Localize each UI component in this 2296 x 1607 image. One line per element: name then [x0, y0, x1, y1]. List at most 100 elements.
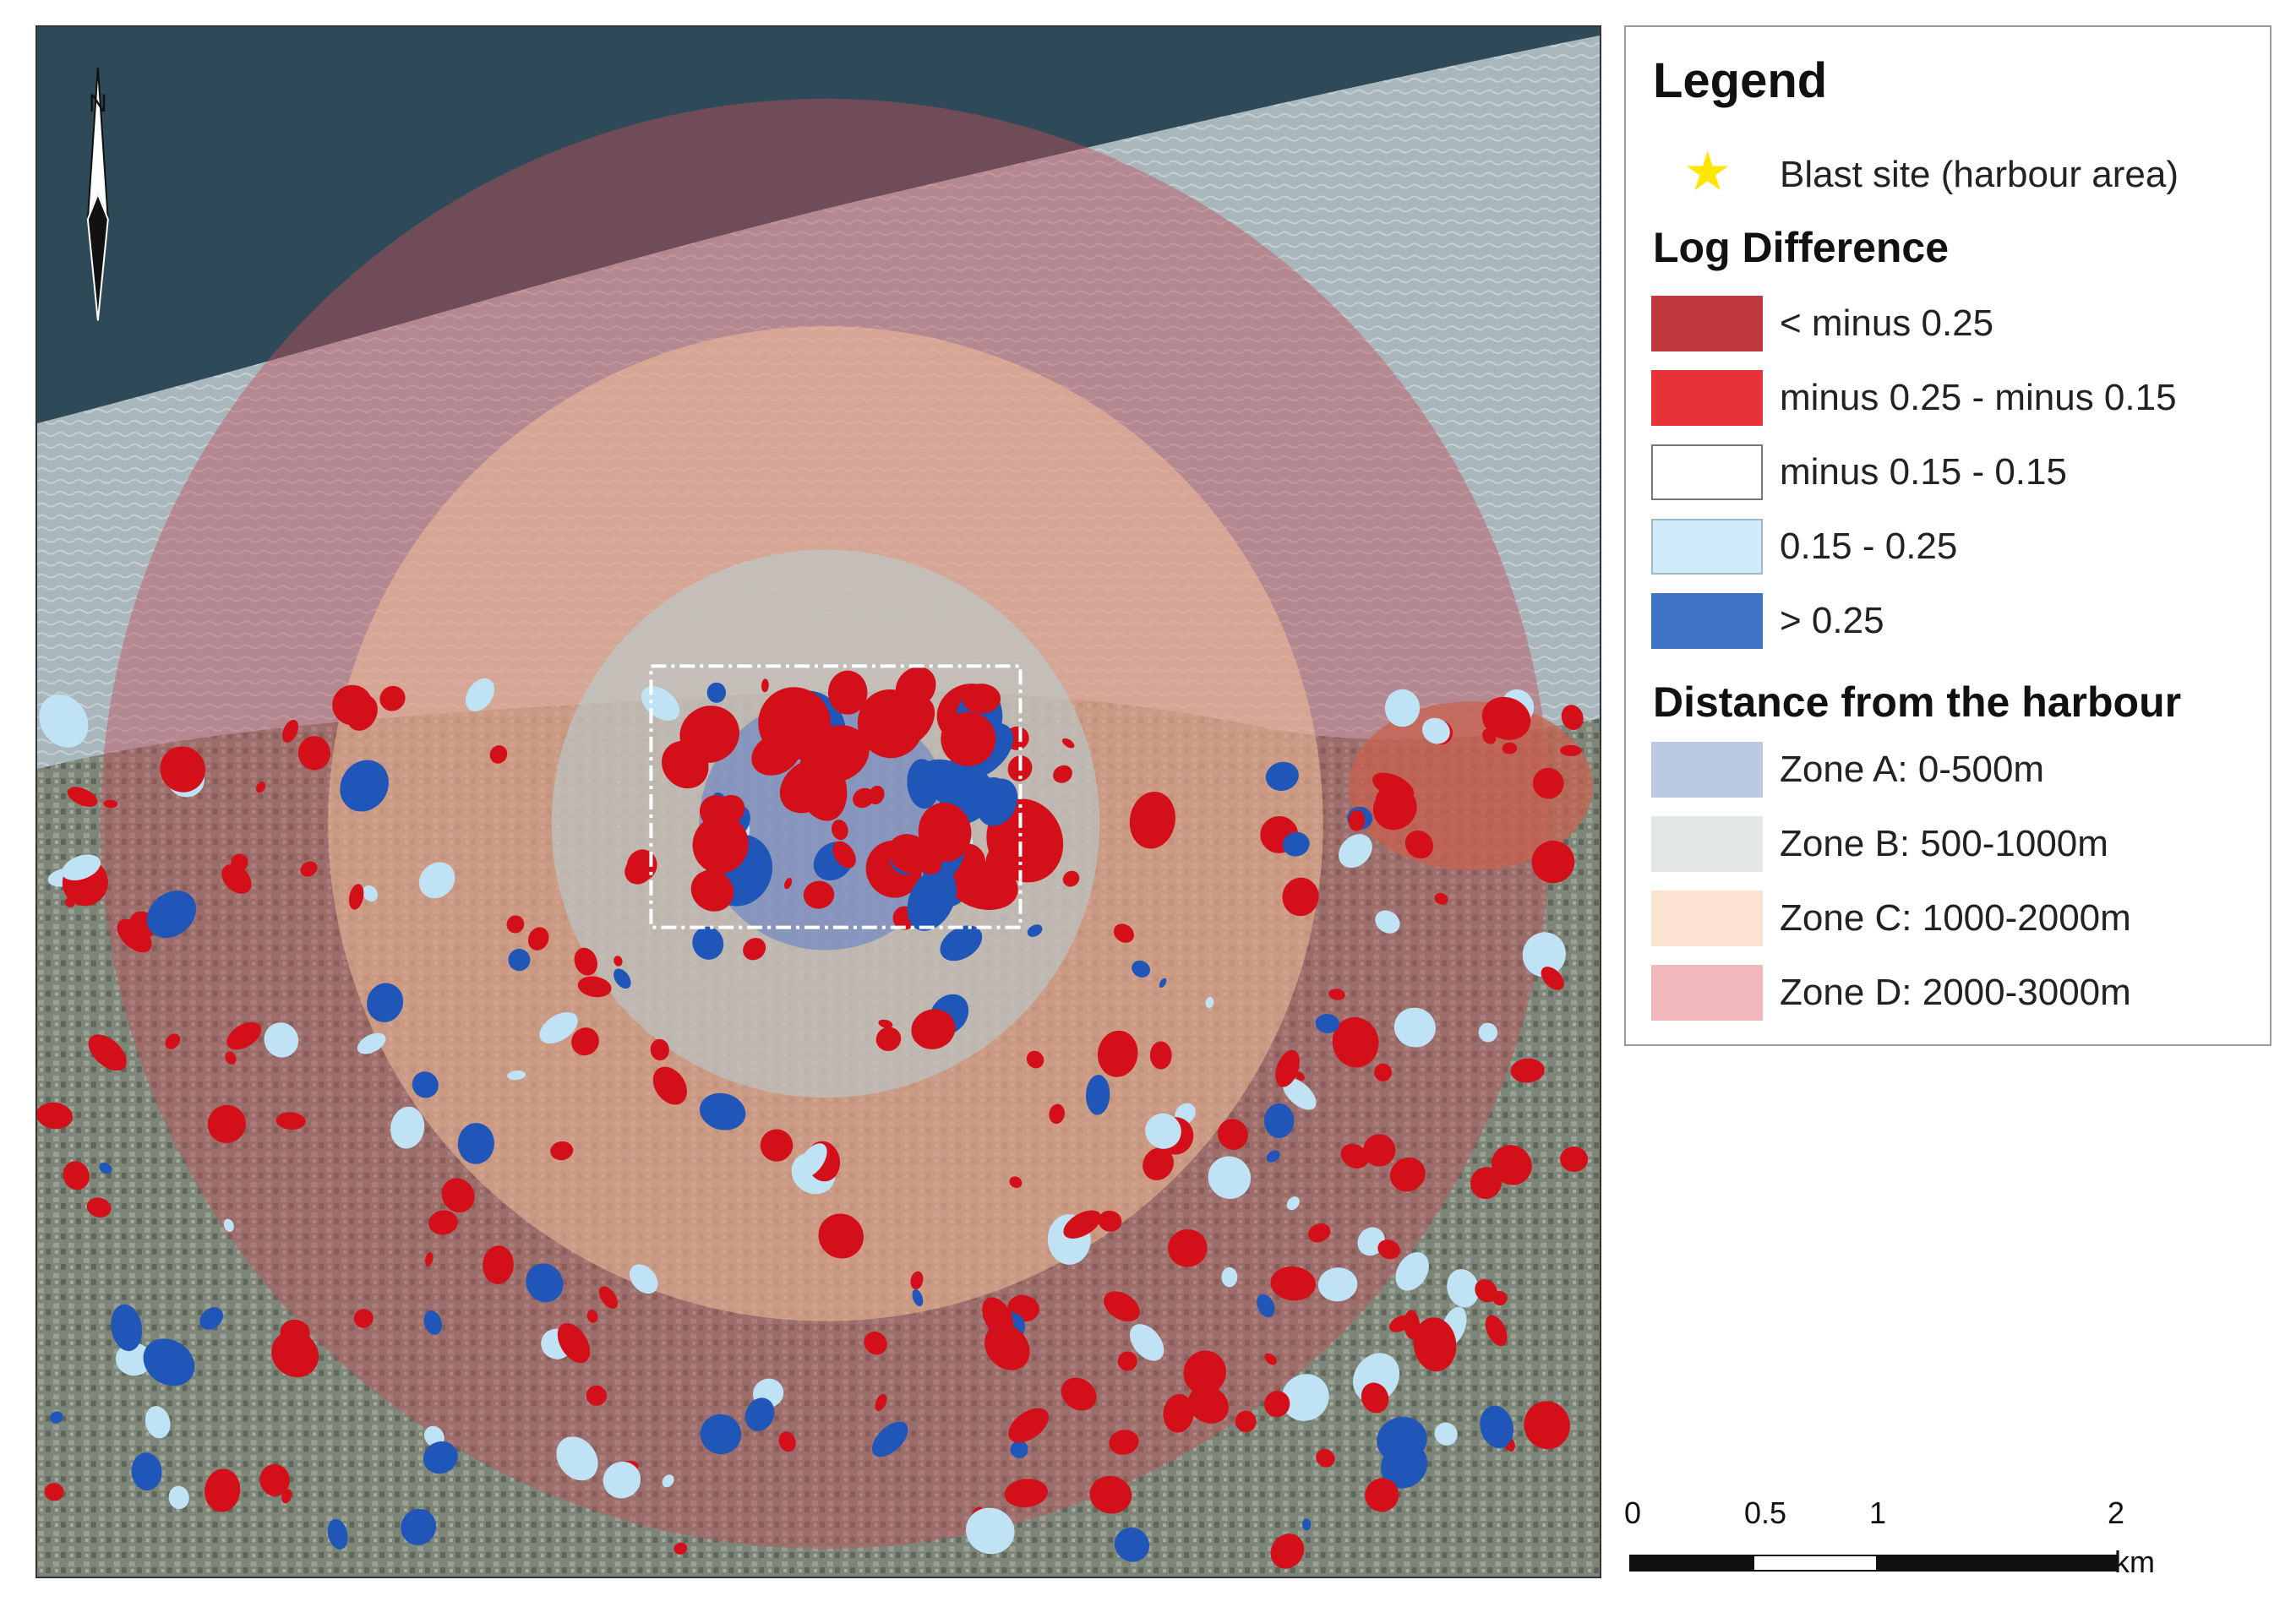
damage-patch-red	[1117, 1351, 1137, 1371]
change-patch-blue	[199, 1307, 223, 1330]
change-patch-blue	[168, 1485, 189, 1510]
damage-patch-red	[878, 1019, 893, 1028]
change-patch-blue	[423, 1310, 442, 1335]
change-patch-blue	[1384, 689, 1421, 727]
legend-label-lt-minus-025: < minus 0.25	[1780, 302, 1994, 344]
damage-patch-red	[778, 1431, 796, 1452]
damage-patch-red	[1524, 1401, 1570, 1450]
damage-patch-red	[110, 1057, 119, 1068]
damage-patch-red	[255, 782, 266, 793]
map-canvas[interactable]: N	[37, 27, 1600, 1577]
legend-heading-log-difference: Log Difference	[1653, 224, 1950, 271]
damage-patch-red	[692, 815, 749, 874]
north-arrow-icon: N	[86, 67, 109, 321]
change-patch-blue	[1315, 1014, 1339, 1033]
damage-patch-red	[1541, 967, 1564, 990]
change-patch-blue	[871, 1421, 908, 1457]
swatch-gt-025	[1651, 593, 1763, 649]
damage-patch-red	[1372, 787, 1417, 831]
legend-row-lt-minus-025: < minus 0.25	[1651, 296, 2260, 355]
change-patch-blue	[700, 1092, 746, 1130]
damage-patch-red	[1053, 765, 1072, 783]
legend-row-gt-025: > 0.25	[1651, 593, 2260, 652]
damage-patch-red	[297, 736, 331, 771]
damage-patch-red	[1282, 877, 1319, 917]
damage-patch-red	[911, 1009, 956, 1049]
damage-patch-red	[1470, 1167, 1502, 1200]
change-patch-blue	[976, 778, 1018, 826]
change-patch-blue	[111, 1304, 143, 1352]
change-patch-blue	[706, 682, 727, 703]
change-patch-blue	[556, 1436, 598, 1481]
damage-patch-red	[743, 938, 766, 961]
change-patch-blue	[1221, 1267, 1238, 1288]
damage-patch-red	[864, 1332, 887, 1355]
change-patch-blue	[1085, 1075, 1110, 1115]
damage-patch-red	[489, 745, 508, 764]
change-patch-blue	[798, 1143, 827, 1178]
change-patch-blue	[1522, 932, 1566, 978]
damage-patch-red	[275, 1112, 306, 1130]
damage-patch-red	[1365, 1478, 1399, 1512]
damage-patch-red	[885, 696, 935, 748]
change-patch-blue	[629, 1264, 658, 1294]
legend-row-minus025-minus015: minus 0.25 - minus 0.15	[1651, 370, 2260, 429]
change-patch-blue	[457, 1123, 494, 1164]
damage-patch-red	[875, 1027, 902, 1051]
legend-label-minus025-minus015: minus 0.25 - minus 0.15	[1780, 377, 2177, 418]
damage-patch-red	[44, 1483, 64, 1501]
damage-patch-red	[160, 746, 205, 793]
damage-patch-red	[586, 1310, 598, 1323]
change-patch-blue	[1447, 1269, 1480, 1308]
damage-patch-red	[557, 1322, 591, 1364]
change-patch-blue	[143, 1338, 195, 1386]
map-frame[interactable]: N	[35, 25, 1601, 1578]
damage-patch-red	[1361, 1382, 1389, 1414]
change-patch-blue	[1208, 1156, 1252, 1199]
legend-label-blast-site: Blast site (harbour area)	[1780, 154, 2179, 195]
damage-patch-red	[1560, 1147, 1589, 1172]
change-patch-blue	[603, 1461, 641, 1499]
scale-tick-2: 2	[2108, 1495, 2125, 1530]
legend-label-015-025: 0.15 - 0.25	[1780, 526, 1958, 567]
change-patch-blue	[340, 760, 389, 812]
damage-patch-red	[1183, 1350, 1226, 1395]
legend-row-zone-b: Zone B: 500-1000m	[1651, 816, 2260, 875]
change-patch-blue	[423, 1441, 458, 1474]
change-patch-blue	[223, 1218, 234, 1233]
damage-patch-red	[483, 1245, 514, 1284]
damage-patch-red	[1129, 792, 1175, 849]
change-patch-blue	[1434, 1422, 1458, 1446]
legend-label-minus015-015: minus 0.15 - 0.15	[1780, 451, 2067, 493]
legend-label-zone-b: Zone B: 500-1000m	[1780, 823, 2108, 864]
damage-patch-red	[1328, 989, 1345, 1000]
scale-segment-2	[1753, 1555, 1878, 1572]
change-patch-blue	[1302, 1518, 1312, 1531]
damage-patch-red	[348, 884, 364, 910]
damage-patch-red	[1491, 1145, 1532, 1185]
change-patch-blue	[50, 1411, 63, 1424]
change-patch-blue	[367, 983, 404, 1022]
swatch-zone-d	[1651, 965, 1763, 1021]
legend-row-zone-c: Zone C: 1000-2000m	[1651, 891, 2260, 950]
north-arrow-label: N	[89, 90, 107, 117]
change-patch-blue	[1317, 1267, 1358, 1302]
change-patch-blue	[362, 885, 378, 902]
damage-patch-red	[1061, 1377, 1097, 1411]
change-patch-blue	[966, 1507, 1015, 1555]
harbour-east-area	[1348, 701, 1594, 870]
damage-patch-red	[910, 1271, 924, 1290]
damage-patch-red	[650, 1038, 669, 1061]
damage-patch-red	[957, 861, 997, 901]
damage-patch-red	[1168, 1228, 1208, 1267]
damage-patch-red	[506, 915, 525, 934]
change-patch-blue	[1375, 910, 1400, 934]
damage-patch-red	[1475, 1279, 1497, 1303]
damage-patch-red	[428, 1210, 458, 1235]
change-patch-blue	[115, 1343, 153, 1376]
damage-patch-red	[779, 758, 838, 814]
change-patch-blue	[1145, 1113, 1181, 1149]
legend-row-minus015-015: minus 0.15 - 0.15	[1651, 444, 2260, 504]
damage-patch-red	[1264, 1391, 1290, 1418]
damage-patch-red	[690, 869, 734, 912]
